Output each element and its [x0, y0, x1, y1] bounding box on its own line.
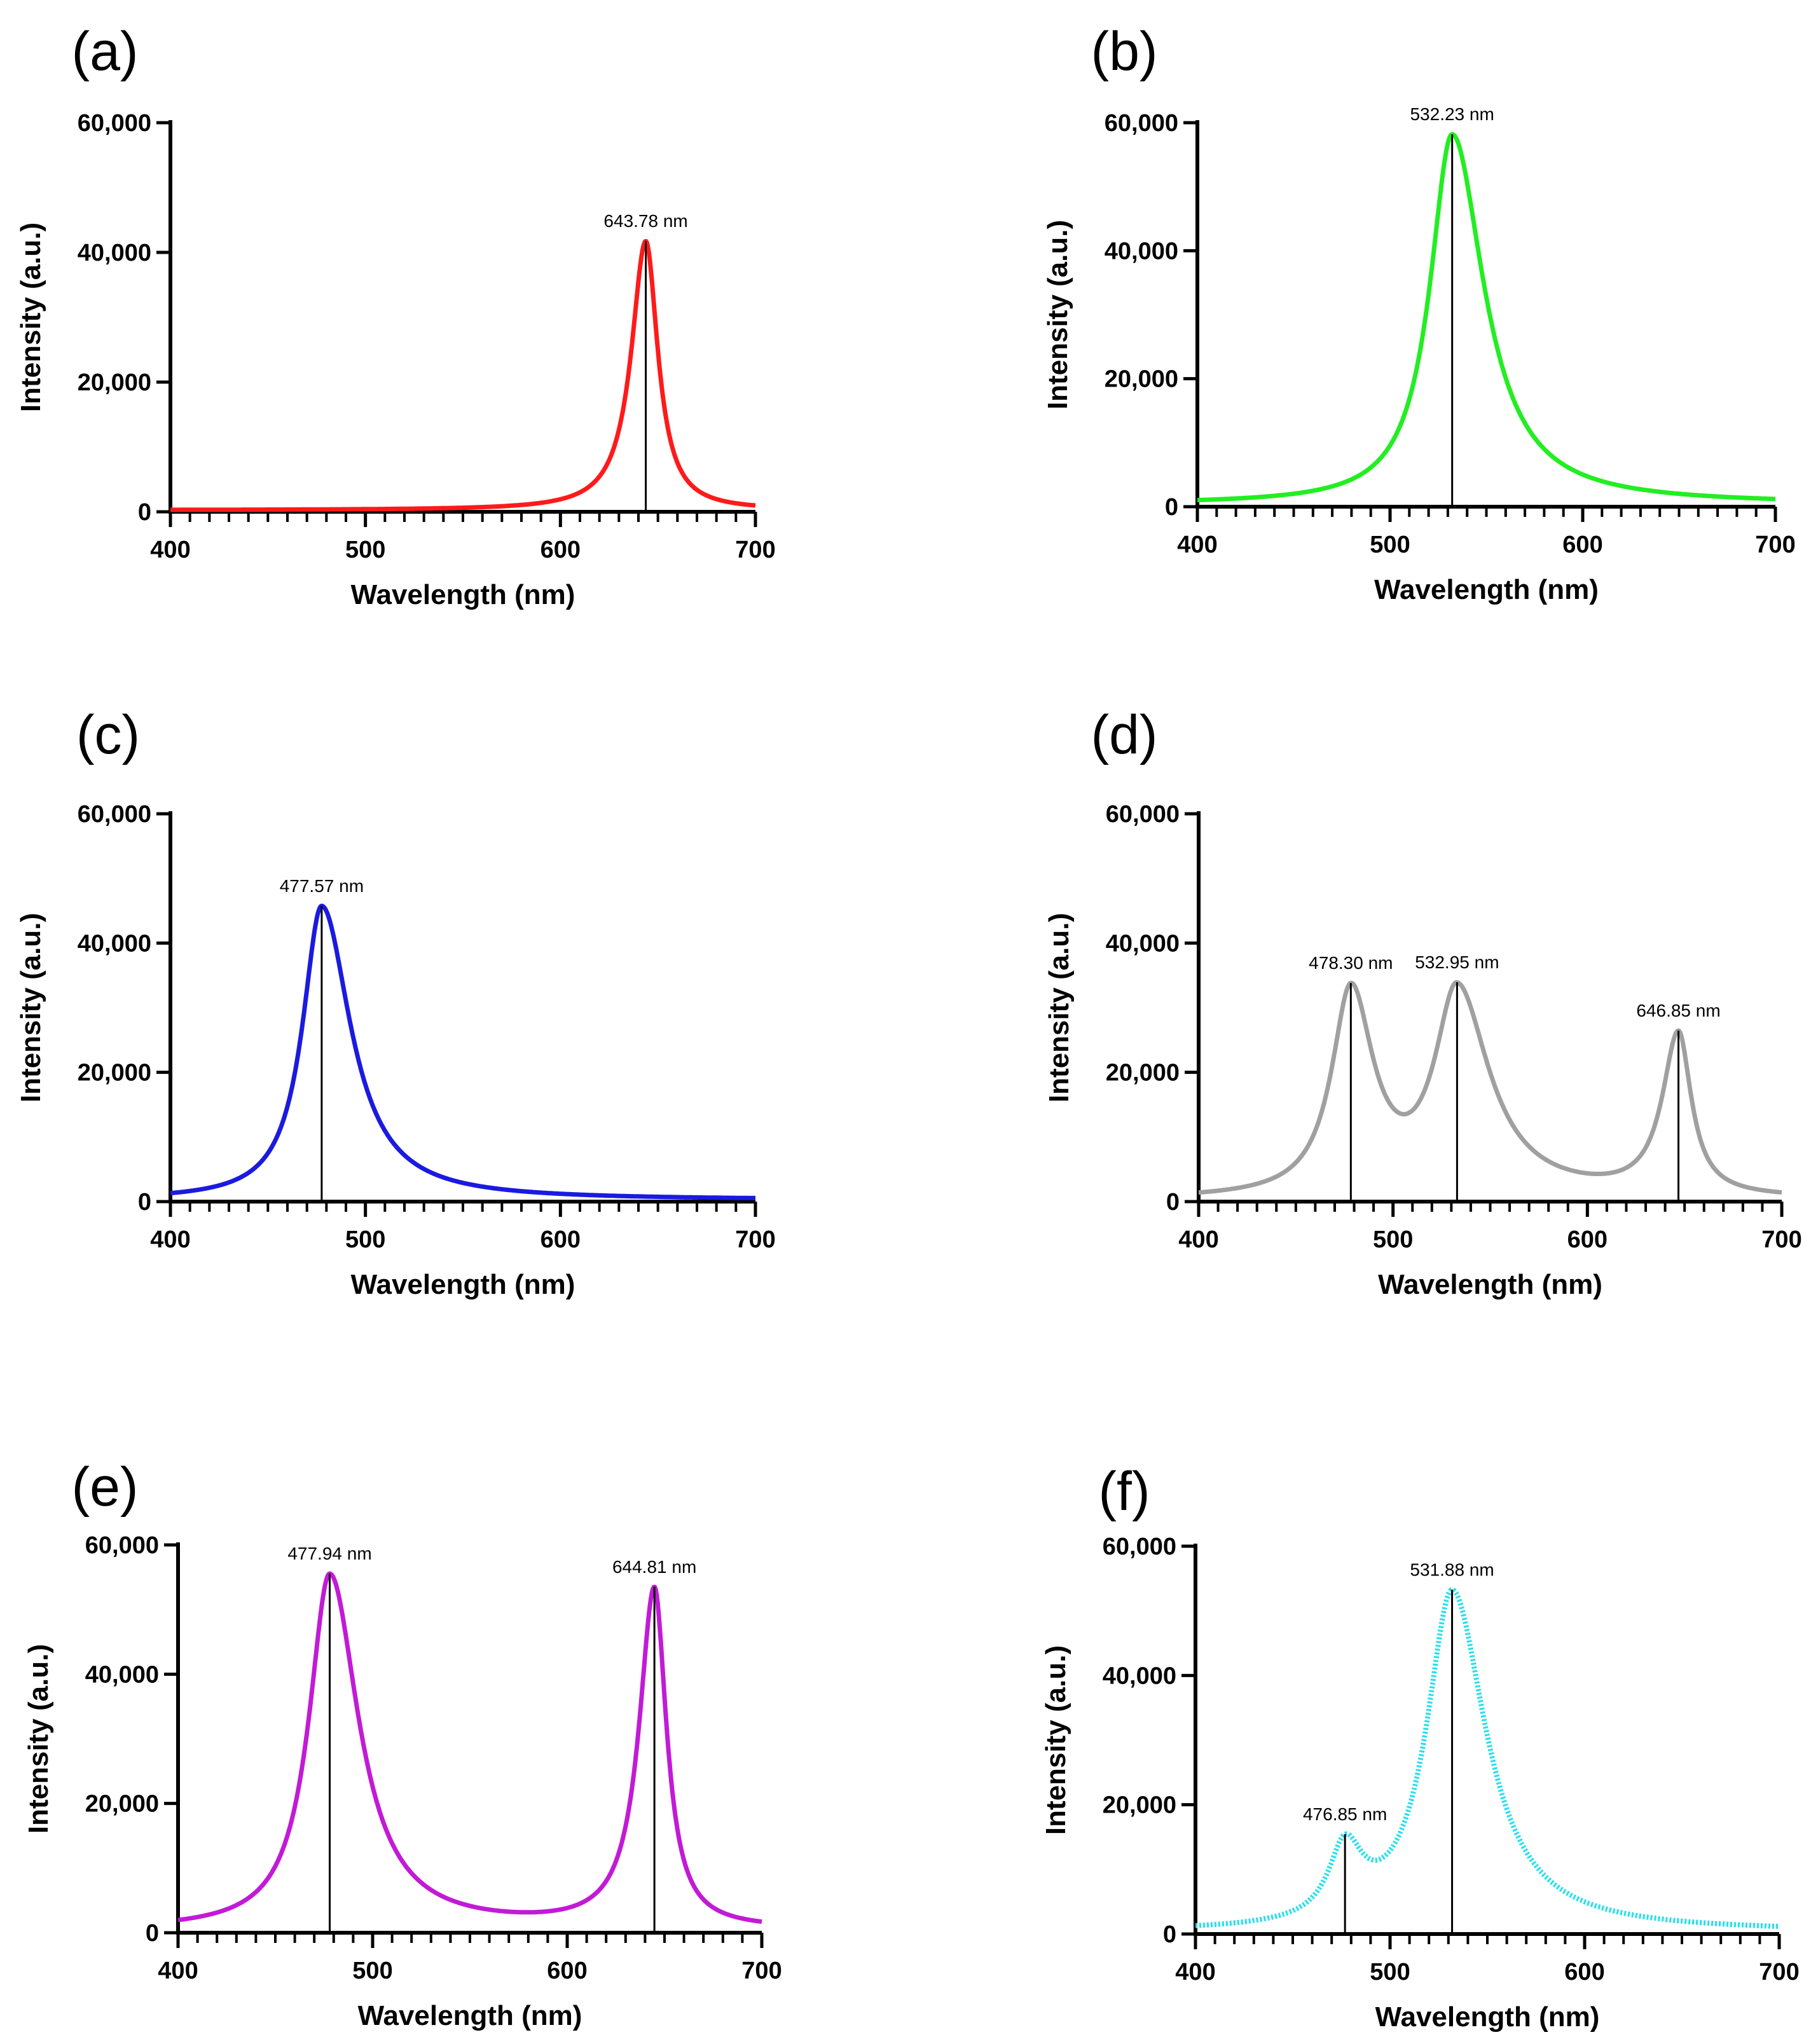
peak-label: 643.78 nm: [603, 211, 687, 231]
x-tick-label: 600: [541, 1226, 581, 1253]
y-tick-label: 60,000: [1105, 110, 1178, 137]
y-axis-title: Intensity (a.u.): [23, 1644, 54, 1834]
y-tick-label: 20,000: [85, 1791, 159, 1818]
y-tick-label: 0: [1166, 1189, 1180, 1216]
panel-letter: (c): [76, 704, 140, 765]
series-line: [1197, 980, 1783, 1195]
x-tick-label: 500: [345, 537, 385, 563]
peak-label: 646.85 nm: [1636, 1001, 1720, 1020]
x-tick-label: 400: [150, 1226, 190, 1253]
x-tick-label: 700: [1761, 1226, 1801, 1253]
series-line: [169, 903, 757, 1200]
y-tick-label: 40,000: [85, 1661, 159, 1688]
x-axis-title: Wavelength (nm): [358, 2000, 582, 2031]
x-axis-title: Wavelength (nm): [1374, 574, 1599, 605]
y-tick-label: 20,000: [1103, 1792, 1176, 1819]
series-line: [1196, 132, 1777, 502]
peak-label: 644.81 nm: [612, 1557, 696, 1577]
chart-panel-1: (b) 400 500 600 700 0 20,000 40,000 60,000 Wavele…: [1042, 21, 1796, 605]
y-axis-title: Intensity (a.u.): [1043, 913, 1075, 1102]
x-tick-label: 500: [345, 1226, 385, 1253]
series-line: [177, 1571, 763, 1924]
y-tick-label: 40,000: [1103, 1663, 1176, 1689]
x-tick-label: 500: [1373, 1226, 1413, 1253]
x-tick-label: 700: [741, 1958, 782, 1984]
peak-label: 477.57 nm: [280, 876, 364, 896]
peak-label: 531.88 nm: [1410, 1560, 1494, 1579]
y-tick-label: 60,000: [85, 1532, 159, 1559]
y-axis-title: Intensity (a.u.): [1042, 220, 1073, 409]
y-tick-label: 0: [138, 1189, 151, 1216]
y-tick-label: 60,000: [1103, 1533, 1176, 1560]
x-tick-label: 600: [547, 1958, 587, 1984]
x-tick-label: 600: [541, 537, 581, 563]
x-tick-label: 700: [735, 1226, 775, 1253]
x-tick-label: 400: [150, 537, 190, 563]
y-tick-label: 20,000: [1106, 1060, 1180, 1087]
peak-label: 532.95 nm: [1415, 952, 1499, 972]
panel-letter: (d): [1091, 704, 1157, 765]
x-tick-label: 600: [1562, 532, 1602, 558]
x-tick-label: 400: [1175, 1959, 1215, 1986]
chart-panel-5: (f) 400 500 600 700 0 20,000 40,000 60,000 Wavele…: [1040, 1461, 1800, 2033]
x-tick-label: 700: [735, 537, 775, 563]
chart-panel-3: (d) 400 500 600 700 0 20,000 40,000 60,000 Wavele…: [1043, 704, 1802, 1300]
x-tick-label: 400: [1177, 532, 1217, 558]
y-axis-title: Intensity (a.u.): [1040, 1645, 1071, 1835]
y-tick-label: 0: [1165, 494, 1178, 521]
series-line: [169, 239, 757, 512]
x-tick-label: 500: [1370, 1959, 1410, 1986]
peak-label: 476.85 nm: [1303, 1804, 1387, 1824]
y-tick-label: 20,000: [78, 1060, 151, 1087]
y-tick-label: 0: [146, 1920, 159, 1947]
y-tick-label: 20,000: [1105, 366, 1178, 393]
series-line: [1194, 1587, 1781, 1929]
panel-letter: (b): [1091, 21, 1157, 82]
x-axis-title: Wavelength (nm): [351, 1269, 575, 1300]
x-tick-label: 600: [1564, 1959, 1604, 1986]
panel-letter: (f): [1098, 1461, 1150, 1522]
x-tick-label: 400: [158, 1958, 198, 1984]
y-tick-label: 60,000: [78, 110, 151, 137]
x-axis-title: Wavelength (nm): [1378, 1269, 1602, 1300]
y-tick-label: 60,000: [78, 801, 151, 828]
y-tick-label: 0: [1163, 1921, 1176, 1948]
y-tick-label: 40,000: [78, 930, 151, 957]
chart-panel-0: (a) 400 500 600 700 0 20,000 40,000 60,000 Wavele…: [15, 21, 776, 610]
peak-label: 477.94 nm: [287, 1544, 371, 1563]
y-tick-label: 40,000: [1105, 238, 1178, 264]
x-tick-label: 700: [1759, 1959, 1799, 1986]
x-tick-label: 500: [1370, 532, 1410, 558]
y-tick-label: 0: [138, 499, 151, 526]
y-tick-label: 60,000: [1106, 801, 1180, 828]
y-tick-label: 40,000: [1106, 930, 1180, 957]
peak-label: 478.30 nm: [1309, 953, 1393, 973]
y-axis-title: Intensity (a.u.): [15, 223, 46, 412]
y-tick-label: 20,000: [78, 369, 151, 396]
x-axis-title: Wavelength (nm): [351, 579, 575, 610]
x-tick-label: 500: [352, 1958, 392, 1984]
peak-label: 532.23 nm: [1410, 104, 1494, 124]
x-axis-title: Wavelength (nm): [1375, 2001, 1600, 2033]
chart-panel-4: (e) 400 500 600 700 0 20,000 40,000 60,000 Wavele…: [23, 1457, 782, 2031]
panel-letter: (a): [71, 21, 138, 82]
x-tick-label: 700: [1755, 532, 1795, 558]
chart-panel-2: (c) 400 500 600 700 0 20,000 40,000 60,000 Wavele…: [15, 704, 776, 1300]
y-tick-label: 40,000: [78, 240, 151, 266]
y-axis-title: Intensity (a.u.): [15, 913, 46, 1102]
panel-letter: (e): [71, 1457, 138, 1518]
x-tick-label: 600: [1567, 1226, 1608, 1253]
x-tick-label: 400: [1178, 1226, 1218, 1253]
